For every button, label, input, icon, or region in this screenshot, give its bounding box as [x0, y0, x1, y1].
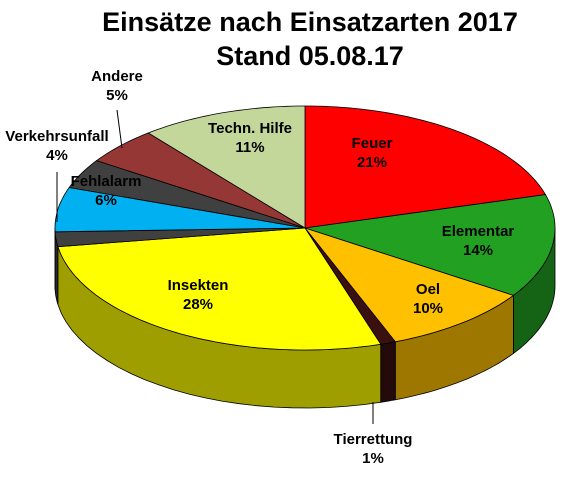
pie-slice-tierrettung	[304, 227, 397, 345]
pie-slice-insekten	[57, 227, 382, 351]
label-verkehrsunfall: Verkehrsunfall	[5, 128, 108, 145]
pie-slice-techn-hilfe	[147, 105, 306, 229]
label-insekten: Insekten	[168, 277, 229, 294]
value-verkehrsunfall: 4%	[46, 147, 68, 164]
label-oel: Oel	[416, 281, 440, 298]
value-oel: 10%	[413, 300, 443, 317]
label-andere: Andere	[91, 68, 143, 85]
pie-slice-oel	[303, 227, 515, 343]
label-tierrettung: Tierrettung	[334, 431, 413, 448]
chart-title: Einsätze nach Einsatzarten 2017	[102, 7, 518, 37]
pie-slices	[54, 105, 556, 351]
label-elementar: Elementar	[442, 223, 515, 240]
label-fehlalarm: Fehlalarm	[71, 173, 142, 190]
pie-slice-elementar	[304, 194, 556, 296]
value-insekten: 28%	[183, 296, 213, 313]
value-tierrettung: 1%	[362, 450, 384, 467]
value-feuer: 21%	[357, 154, 387, 171]
value-techn-hilfe: 11%	[235, 139, 264, 156]
value-elementar: 14%	[463, 242, 493, 259]
pie-labels: Feuer 21% Elementar 14% Oel 10% Tierrettung 1% I…	[5, 68, 514, 467]
value-fehlalarm: 6%	[95, 192, 117, 209]
pie-slice-andere	[95, 132, 306, 229]
label-feuer: Feuer	[352, 135, 393, 152]
leader-andere	[116, 109, 123, 149]
pie-slice-fehlalarm	[54, 187, 306, 233]
pie-slice-feuer	[304, 105, 547, 229]
value-andere: 5%	[106, 87, 128, 104]
pie-slice-verkehrsunfall	[68, 160, 306, 229]
pie-slice-slice-5	[54, 227, 306, 248]
label-techn-hilfe: Techn. Hilfe	[208, 120, 292, 137]
pie-side-tierrettung	[380, 341, 396, 403]
chart-subtitle: Stand 05.08.17	[216, 41, 404, 71]
